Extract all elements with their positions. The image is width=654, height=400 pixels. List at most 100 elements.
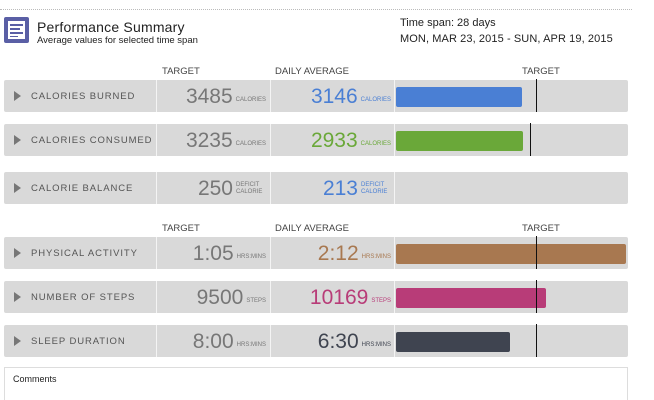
expand-toggle[interactable]: CALORIES CONSUMED [4,124,156,156]
average-number: 2933 [310,129,358,152]
metric-row-sleep-duration[interactable]: SLEEP DURATION 8:00 HRS:MINS 6:30 HRS:MINS [4,325,628,357]
expand-triangle-icon[interactable] [14,183,21,193]
column-divider [270,172,271,204]
average-number: 213 [322,177,358,200]
target-marker-line [536,280,537,313]
metric-label: SLEEP DURATION [31,336,126,347]
bar-target-column-header: TARGET [522,223,560,234]
progress-bar-number-of-steps [396,288,546,308]
target-unit: STEPS [246,298,266,304]
expand-triangle-icon[interactable] [14,292,21,302]
column-divider [156,237,157,269]
target-number: 3485 [185,85,233,108]
target-marker-line [536,236,537,269]
metric-row-number-of-steps[interactable]: NUMBER OF STEPS 9500 STEPS 10169 STEPS [4,281,628,313]
comments-box[interactable]: Comments [4,367,628,400]
expand-triangle-icon[interactable] [14,248,21,258]
expand-toggle[interactable]: PHYSICAL ACTIVITY [4,237,156,269]
column-divider [156,325,157,357]
target-value: 3485 CALORIES [186,85,266,109]
target-unit: DEFICIT CALORIE [236,182,263,195]
target-unit: CALORIES [235,141,266,147]
average-unit: HRS:MINS [361,342,391,348]
target-number: 9500 [196,286,244,309]
progress-bar-calories-burned [396,87,522,107]
column-divider [394,325,395,357]
column-divider [394,172,395,204]
metric-label: CALORIE BALANCE [31,183,134,194]
target-unit: HRS:MINS [236,254,266,260]
average-number: 6:30 [317,330,359,353]
target-value: 3235 CALORIES [186,129,266,153]
column-divider [270,281,271,313]
metric-label: CALORIES BURNED [31,91,136,102]
target-number: 1:05 [192,242,234,265]
average-unit: STEPS [371,298,391,304]
metric-row-calorie-balance[interactable]: CALORIE BALANCE 250 DEFICIT CALORIE 213 DEFI… [4,172,628,204]
average-number: 10169 [309,286,369,309]
target-marker-line [530,123,531,156]
comments-label: Comments [13,374,57,384]
expand-toggle[interactable]: CALORIE BALANCE [4,172,156,204]
metric-row-calories-consumed[interactable]: CALORIES CONSUMED 3235 CALORIES 2933 CALORIE… [4,124,628,156]
column-divider [270,80,271,112]
average-value: 213 DEFICIT CALORIE [323,177,391,201]
metric-label: CALORIES CONSUMED [31,135,153,146]
progress-bar-physical-activity [396,244,626,264]
average-value: 2933 CALORIES [311,129,391,153]
top-divider [0,9,632,10]
target-marker-line [536,79,537,112]
average-unit: CALORIES [360,97,391,103]
average-unit: DEFICIT CALORIE [361,182,388,195]
column-divider [394,237,395,269]
average-number: 2:12 [317,242,359,265]
metric-row-physical-activity[interactable]: PHYSICAL ACTIVITY 1:05 HRS:MINS 2:12 HRS:MIN… [4,237,628,269]
column-divider [156,80,157,112]
average-unit: CALORIES [360,141,391,147]
target-column-header: TARGET [162,66,200,77]
metric-label: NUMBER OF STEPS [31,292,136,303]
expand-triangle-icon[interactable] [14,336,21,346]
average-value: 2:12 HRS:MINS [318,242,391,266]
bar-target-column-header: TARGET [522,66,560,77]
daily-average-column-header: DAILY AVERAGE [275,223,349,234]
average-number: 3146 [310,85,358,108]
target-number: 250 [197,177,233,200]
metric-row-calories-burned[interactable]: CALORIES BURNED 3485 CALORIES 3146 CALORIES [4,80,628,112]
expand-triangle-icon[interactable] [14,135,21,145]
progress-bar-calories-consumed [396,131,523,151]
target-unit: HRS:MINS [236,342,266,348]
timespan-label: Time span: 28 days [400,17,496,29]
column-divider [270,124,271,156]
date-range-label: MON, MAR 23, 2015 - SUN, APR 19, 2015 [400,33,613,45]
report-list-icon [4,17,29,43]
expand-triangle-icon[interactable] [14,91,21,101]
target-unit: CALORIES [235,97,266,103]
target-marker-line [536,324,537,357]
target-number: 8:00 [192,330,234,353]
average-value: 6:30 HRS:MINS [318,330,391,354]
column-divider [156,172,157,204]
target-value: 250 DEFICIT CALORIE [198,177,266,201]
metric-label: PHYSICAL ACTIVITY [31,248,138,259]
target-value: 8:00 HRS:MINS [193,330,266,354]
page-subtitle: Average values for selected time span [37,35,198,46]
progress-bar-sleep-duration [396,332,510,352]
daily-average-column-header: DAILY AVERAGE [275,66,349,77]
target-column-header: TARGET [162,223,200,234]
column-divider [394,80,395,112]
column-divider [394,281,395,313]
average-value: 3146 CALORIES [311,85,391,109]
target-number: 3235 [185,129,233,152]
column-divider [394,124,395,156]
average-value: 10169 STEPS [310,286,391,310]
column-divider [270,325,271,357]
column-divider [156,281,157,313]
average-unit: HRS:MINS [361,254,391,260]
expand-toggle[interactable]: SLEEP DURATION [4,325,156,357]
column-divider [270,237,271,269]
column-divider [156,124,157,156]
expand-toggle[interactable]: NUMBER OF STEPS [4,281,156,313]
expand-toggle[interactable]: CALORIES BURNED [4,80,156,112]
target-value: 9500 STEPS [197,286,266,310]
